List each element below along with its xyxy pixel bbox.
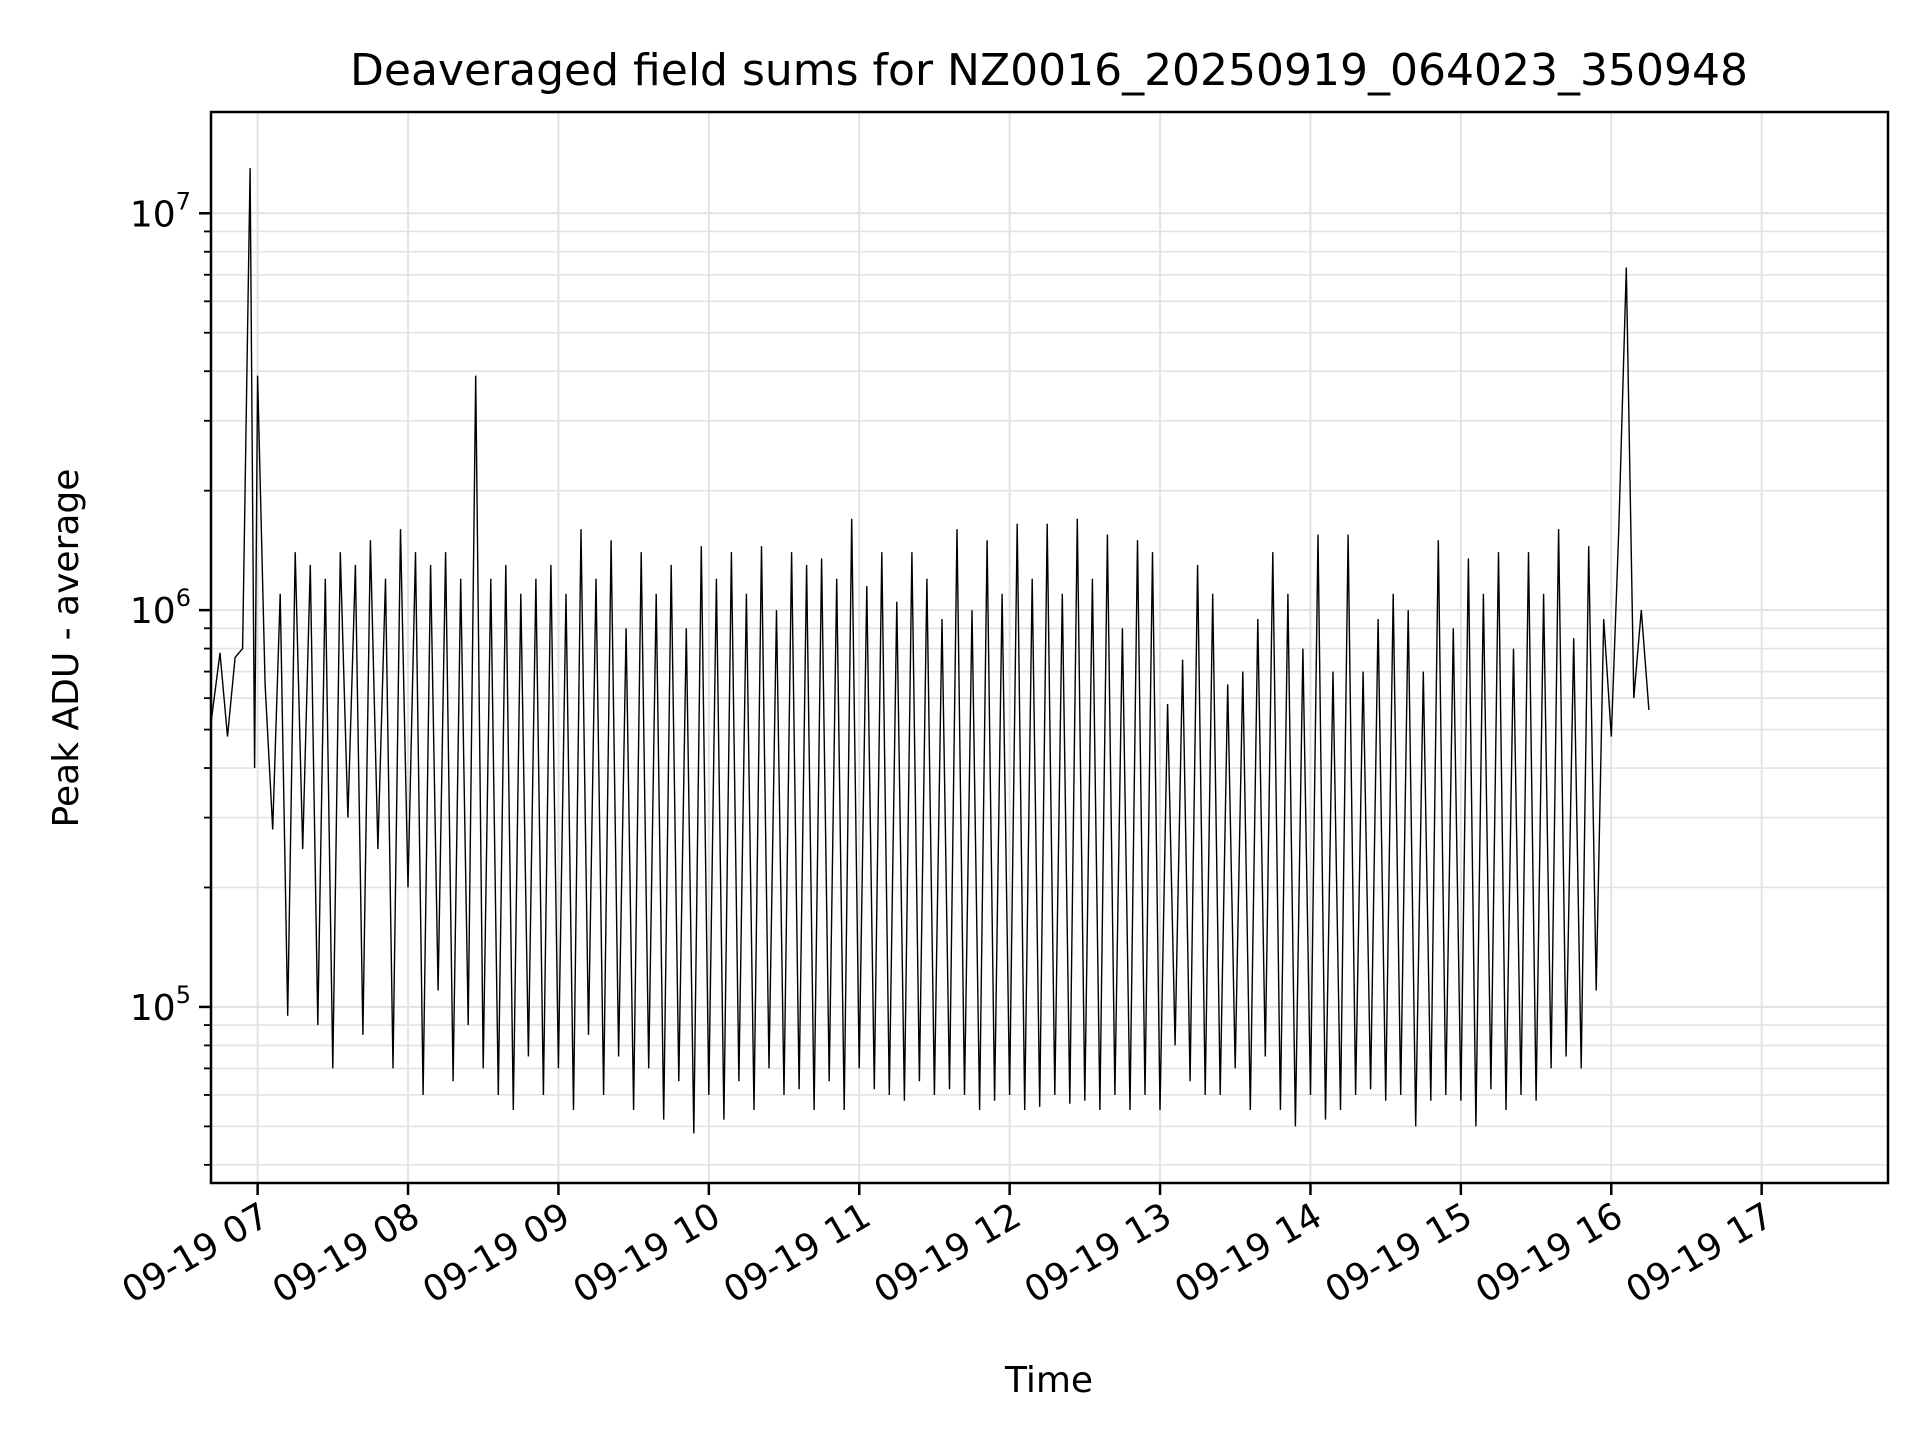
y-tick-base: 10 (130, 988, 176, 1029)
y-tick-base: 10 (130, 591, 176, 632)
y-tick-label: 107 (130, 187, 191, 235)
plot-area-frame (209, 110, 1890, 1185)
y-tick-exponent: 6 (176, 584, 191, 612)
y-axis-label: Peak ADU - average (46, 469, 87, 828)
y-tick-exponent: 7 (176, 187, 191, 215)
y-tick-base: 10 (130, 194, 176, 235)
series-line (210, 168, 1650, 1134)
y-tick-label: 106 (130, 584, 191, 632)
x-axis-label: Time (1004, 1360, 1093, 1401)
series-layer (210, 168, 1650, 1134)
chart-title: Deaveraged field sums for NZ0016_2025091… (350, 45, 1748, 96)
y-tick-exponent: 5 (176, 981, 191, 1009)
y-tick-label: 105 (130, 981, 191, 1029)
